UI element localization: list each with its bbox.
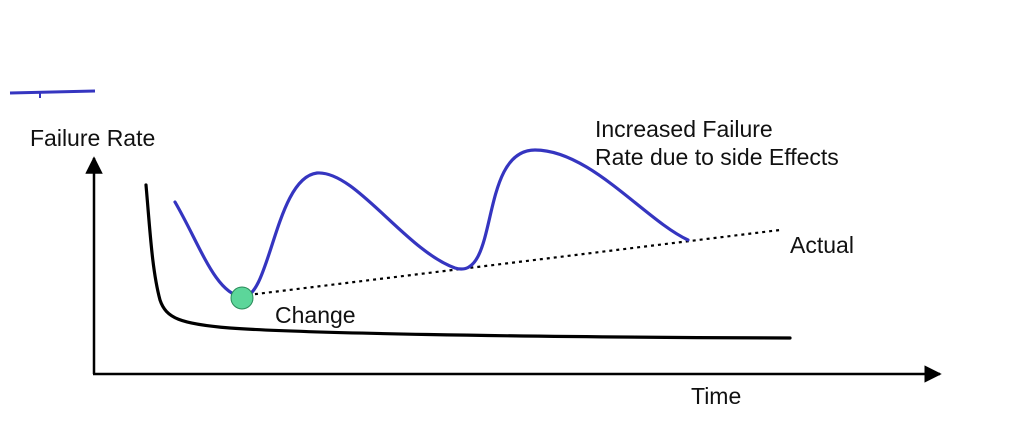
y-axis-label: Failure Rate xyxy=(30,125,155,151)
change-label: Change xyxy=(275,302,356,328)
actual-label: Actual xyxy=(790,232,854,258)
actual-curve xyxy=(173,148,690,299)
x-axis-label: Time xyxy=(691,383,741,409)
slide-decoration xyxy=(9,89,96,98)
change-marker xyxy=(230,286,254,310)
annotation-line-1: Increased Failure xyxy=(595,116,773,142)
idealized-curve xyxy=(144,183,792,340)
actual-trend-line xyxy=(247,228,781,297)
annotation-line-2: Rate due to side Effects xyxy=(595,144,839,170)
